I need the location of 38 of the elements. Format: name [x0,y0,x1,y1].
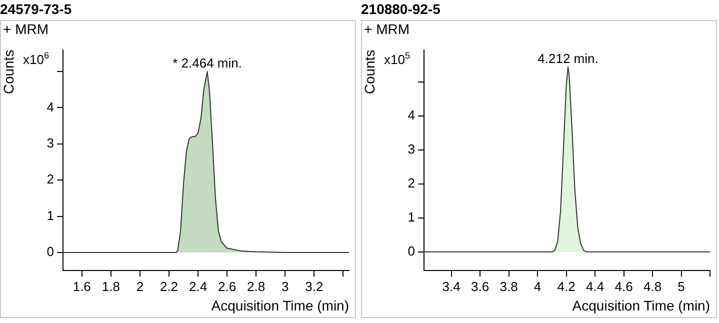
x-tick-label: 2.4 [188,278,208,294]
y-tick-label: 4 [408,108,415,123]
y-tick-label: 0 [46,244,54,260]
annotation: 4.212 min. [538,50,598,66]
chart-subtitle: + MRM [2,21,50,39]
chart-subtitle: + MRM [363,21,410,39]
x-axis-title: Acquisition Time (min) [572,297,710,314]
x-tick-label: 2.6 [218,278,236,294]
x-tick-label: 4.4 [586,278,604,294]
x-tick-label: 3.6 [471,278,490,294]
x-tick-label: 3.2 [305,278,324,294]
x-tick-label: 3.8 [500,278,518,294]
x-tick-label: 3.4 [442,278,460,294]
y-tick-label: 4 [46,99,54,114]
y-tick-label: 0 [408,243,415,258]
x-tick-label: 1.8 [102,278,120,294]
x-tick-label: 2.8 [247,278,266,294]
chart-title: 210880-92-5 [361,0,442,19]
x-tick-label: 5 [678,278,685,294]
x-tick-label: 2 [136,278,144,294]
x-tick-label: 4.8 [643,278,662,294]
x-tick-label: 4.6 [614,278,633,294]
y-tick-label: 1 [46,208,54,223]
x-tick-label: 3 [282,278,289,294]
y-axis-title: Counts [0,50,16,94]
y-tick-label: 2 [408,176,415,191]
y-tick-label: 3 [408,142,415,157]
y-axis-title: Counts [361,50,378,94]
x-axis-title: Acquisition Time (min) [211,297,349,314]
x-tick-label: 2.2 [160,278,178,294]
x-tick-label: 4 [534,278,542,294]
y-tick-label: 1 [408,210,415,225]
y-tick-label: 3 [46,135,54,150]
y-tick-label: 2 [46,172,54,187]
x-tick-label: 4.2 [557,278,576,294]
chart-title: 24579-73-5 [0,0,73,19]
x-tick-label: 1.6 [72,278,91,294]
annotation: * 2.464 min. [172,56,242,71]
